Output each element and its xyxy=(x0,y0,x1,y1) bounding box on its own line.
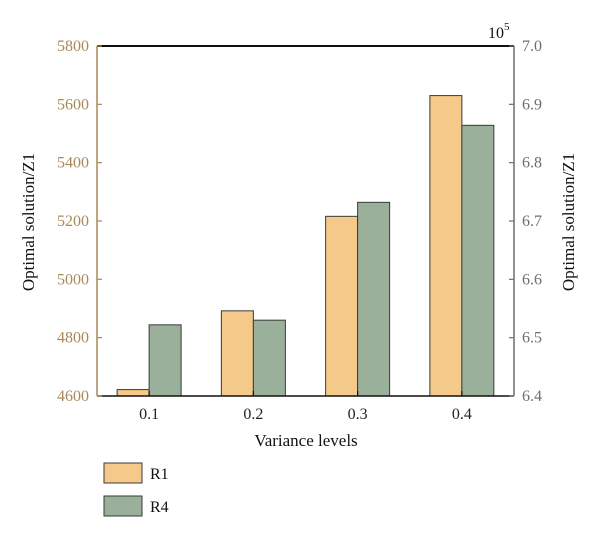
left-tick-label-5200: 5200 xyxy=(57,213,89,230)
y-axis-right-label: Optimal solution/Z1 xyxy=(559,153,578,291)
x-axis-label: Variance levels xyxy=(254,431,357,450)
x-tick-label-0.4: 0.4 xyxy=(452,406,472,423)
legend-swatch-r1 xyxy=(103,462,143,484)
right-tick-label-6.8: 6.8 xyxy=(522,155,542,172)
right-tick-labels: 6.4 6.5 6.6 6.7 6.8 6.9 7.0 xyxy=(522,38,542,405)
bar-r4-0.3 xyxy=(357,201,391,397)
right-tick-label-6.7: 6.7 xyxy=(522,213,542,230)
right-tick-label-6.6: 6.6 xyxy=(522,271,542,288)
left-tick-labels: 4600 4800 5000 5200 5400 5600 5800 xyxy=(57,38,89,405)
bar-r4-0.1 xyxy=(148,324,182,397)
right-tick-label-6.5: 6.5 xyxy=(522,330,542,347)
left-tick-label-5800: 5800 xyxy=(57,38,89,55)
left-tick-label-5400: 5400 xyxy=(57,155,89,172)
x-tick-label-0.1: 0.1 xyxy=(139,406,159,423)
x-tick-labels: 0.1 0.2 0.3 0.4 xyxy=(139,406,472,423)
bar-r1-0.1 xyxy=(116,389,150,397)
legend-label-r4: R4 xyxy=(150,499,169,516)
bar-r4-0.2 xyxy=(252,319,286,397)
left-tick-label-5600: 5600 xyxy=(57,96,89,113)
bar-r4-0.4 xyxy=(461,124,495,397)
legend: R1 R4 xyxy=(103,462,169,517)
right-tick-label-6.4: 6.4 xyxy=(522,388,542,405)
right-tick-label-6.9: 6.9 xyxy=(522,96,542,113)
bar-r1-0.3 xyxy=(325,215,359,397)
bar-r1-0.4 xyxy=(429,95,463,397)
x-tick-label-0.2: 0.2 xyxy=(243,406,263,423)
axes-group xyxy=(96,45,515,397)
left-tick-label-4600: 4600 xyxy=(57,388,89,405)
left-tick-label-5000: 5000 xyxy=(57,271,89,288)
x-tick-label-0.3: 0.3 xyxy=(348,406,368,423)
bars-group xyxy=(116,95,495,397)
legend-swatch-r4 xyxy=(103,495,143,517)
right-axis-exponent: 105 xyxy=(488,21,510,42)
legend-label-r1: R1 xyxy=(150,466,169,483)
bar-r1-0.2 xyxy=(220,310,254,397)
left-tick-label-4800: 4800 xyxy=(57,330,89,347)
right-tick-label-7.0: 7.0 xyxy=(522,38,542,55)
y-axis-left-label: Optimal solution/Z1 xyxy=(19,153,38,291)
